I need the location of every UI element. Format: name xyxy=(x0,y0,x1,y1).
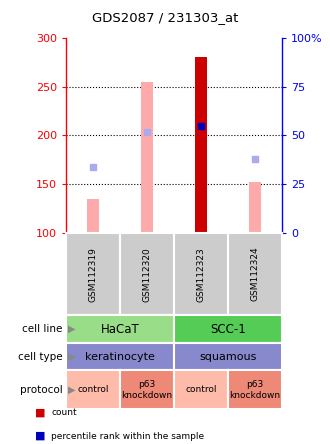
Text: GSM112320: GSM112320 xyxy=(143,247,151,301)
Text: GDS2087 / 231303_at: GDS2087 / 231303_at xyxy=(92,11,238,24)
Text: ▶: ▶ xyxy=(68,385,75,395)
Text: ▶: ▶ xyxy=(68,324,75,334)
Text: GSM112319: GSM112319 xyxy=(88,247,98,301)
Text: count: count xyxy=(51,408,77,417)
Bar xyxy=(87,199,99,233)
Text: percentile rank within the sample: percentile rank within the sample xyxy=(51,432,204,440)
Text: cell type: cell type xyxy=(18,352,63,361)
Text: ■: ■ xyxy=(35,408,45,418)
Text: p63
knockdown: p63 knockdown xyxy=(230,380,281,400)
Text: cell line: cell line xyxy=(22,324,63,334)
Bar xyxy=(141,82,153,233)
Text: GSM112323: GSM112323 xyxy=(197,247,206,301)
Text: ■: ■ xyxy=(35,431,45,441)
Text: GSM112324: GSM112324 xyxy=(250,247,260,301)
Bar xyxy=(195,57,207,233)
Text: protocol: protocol xyxy=(20,385,63,395)
Text: HaCaT: HaCaT xyxy=(101,322,139,336)
Text: p63
knockdown: p63 knockdown xyxy=(121,380,173,400)
Text: keratinocyte: keratinocyte xyxy=(85,352,155,361)
Text: control: control xyxy=(185,385,217,394)
Text: squamous: squamous xyxy=(199,352,257,361)
Text: control: control xyxy=(77,385,109,394)
Bar xyxy=(249,182,261,233)
Text: ▶: ▶ xyxy=(68,352,75,361)
Text: SCC-1: SCC-1 xyxy=(210,322,246,336)
